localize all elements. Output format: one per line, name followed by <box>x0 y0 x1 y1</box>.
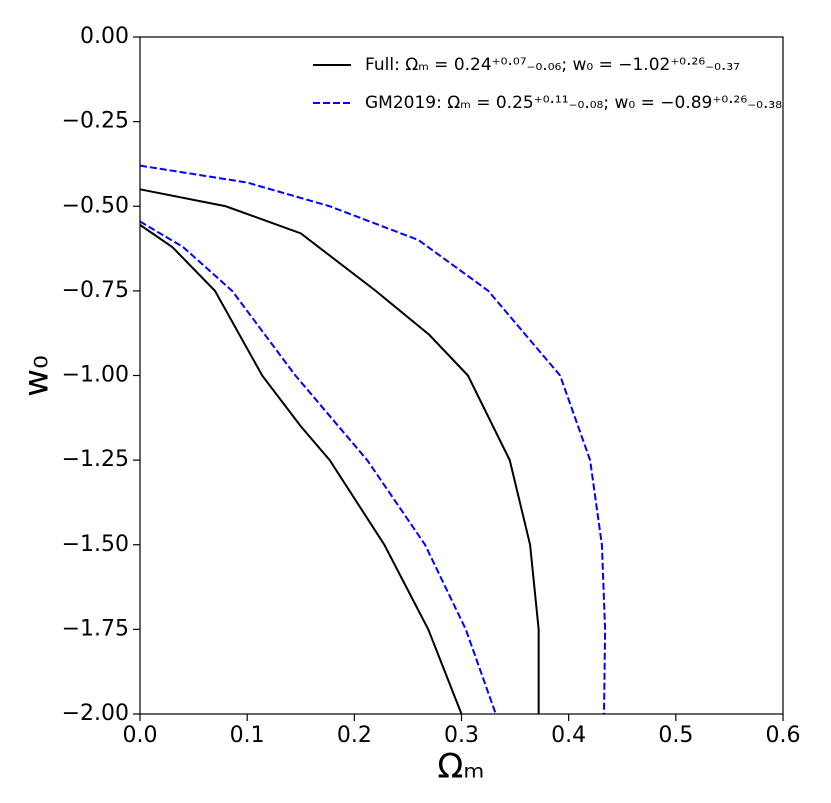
x-tick-label: 0.5 <box>658 723 693 748</box>
x-tick-label: 0.6 <box>766 723 801 748</box>
y-axis-label: w₀ <box>17 355 57 396</box>
y-tick-label: −0.75 <box>62 278 129 303</box>
x-tick-label: 0.3 <box>444 723 479 748</box>
contour-line <box>139 164 607 715</box>
y-tick-label: −1.25 <box>62 447 129 472</box>
legend-label: GM2019: Ωₘ = 0.25⁺⁰·¹¹₋₀.₀₈; w₀ = −0.89⁺… <box>365 93 782 113</box>
y-tick-label: −1.00 <box>62 363 129 388</box>
y-tick-label: −0.25 <box>62 109 129 134</box>
y-tick-label: −1.75 <box>62 616 129 641</box>
x-tick-label: 0.2 <box>337 723 372 748</box>
x-tick-label: 0.0 <box>123 723 158 748</box>
y-tick-label: −2.00 <box>62 701 129 726</box>
x-tick-label: 0.1 <box>230 723 265 748</box>
x-axis-label: Ωₘ <box>437 747 484 787</box>
plot-frame <box>139 36 784 715</box>
y-tick-label: −1.50 <box>62 532 129 557</box>
contour-line <box>139 188 540 715</box>
y-tick-label: 0.00 <box>80 24 129 49</box>
legend-label: Full: Ωₘ = 0.24⁺⁰·⁰⁷₋₀.₀₆; w₀ = −1.02⁺⁰·… <box>365 55 740 75</box>
x-tick-label: 0.4 <box>551 723 586 748</box>
y-tick-label: −0.50 <box>62 193 129 218</box>
